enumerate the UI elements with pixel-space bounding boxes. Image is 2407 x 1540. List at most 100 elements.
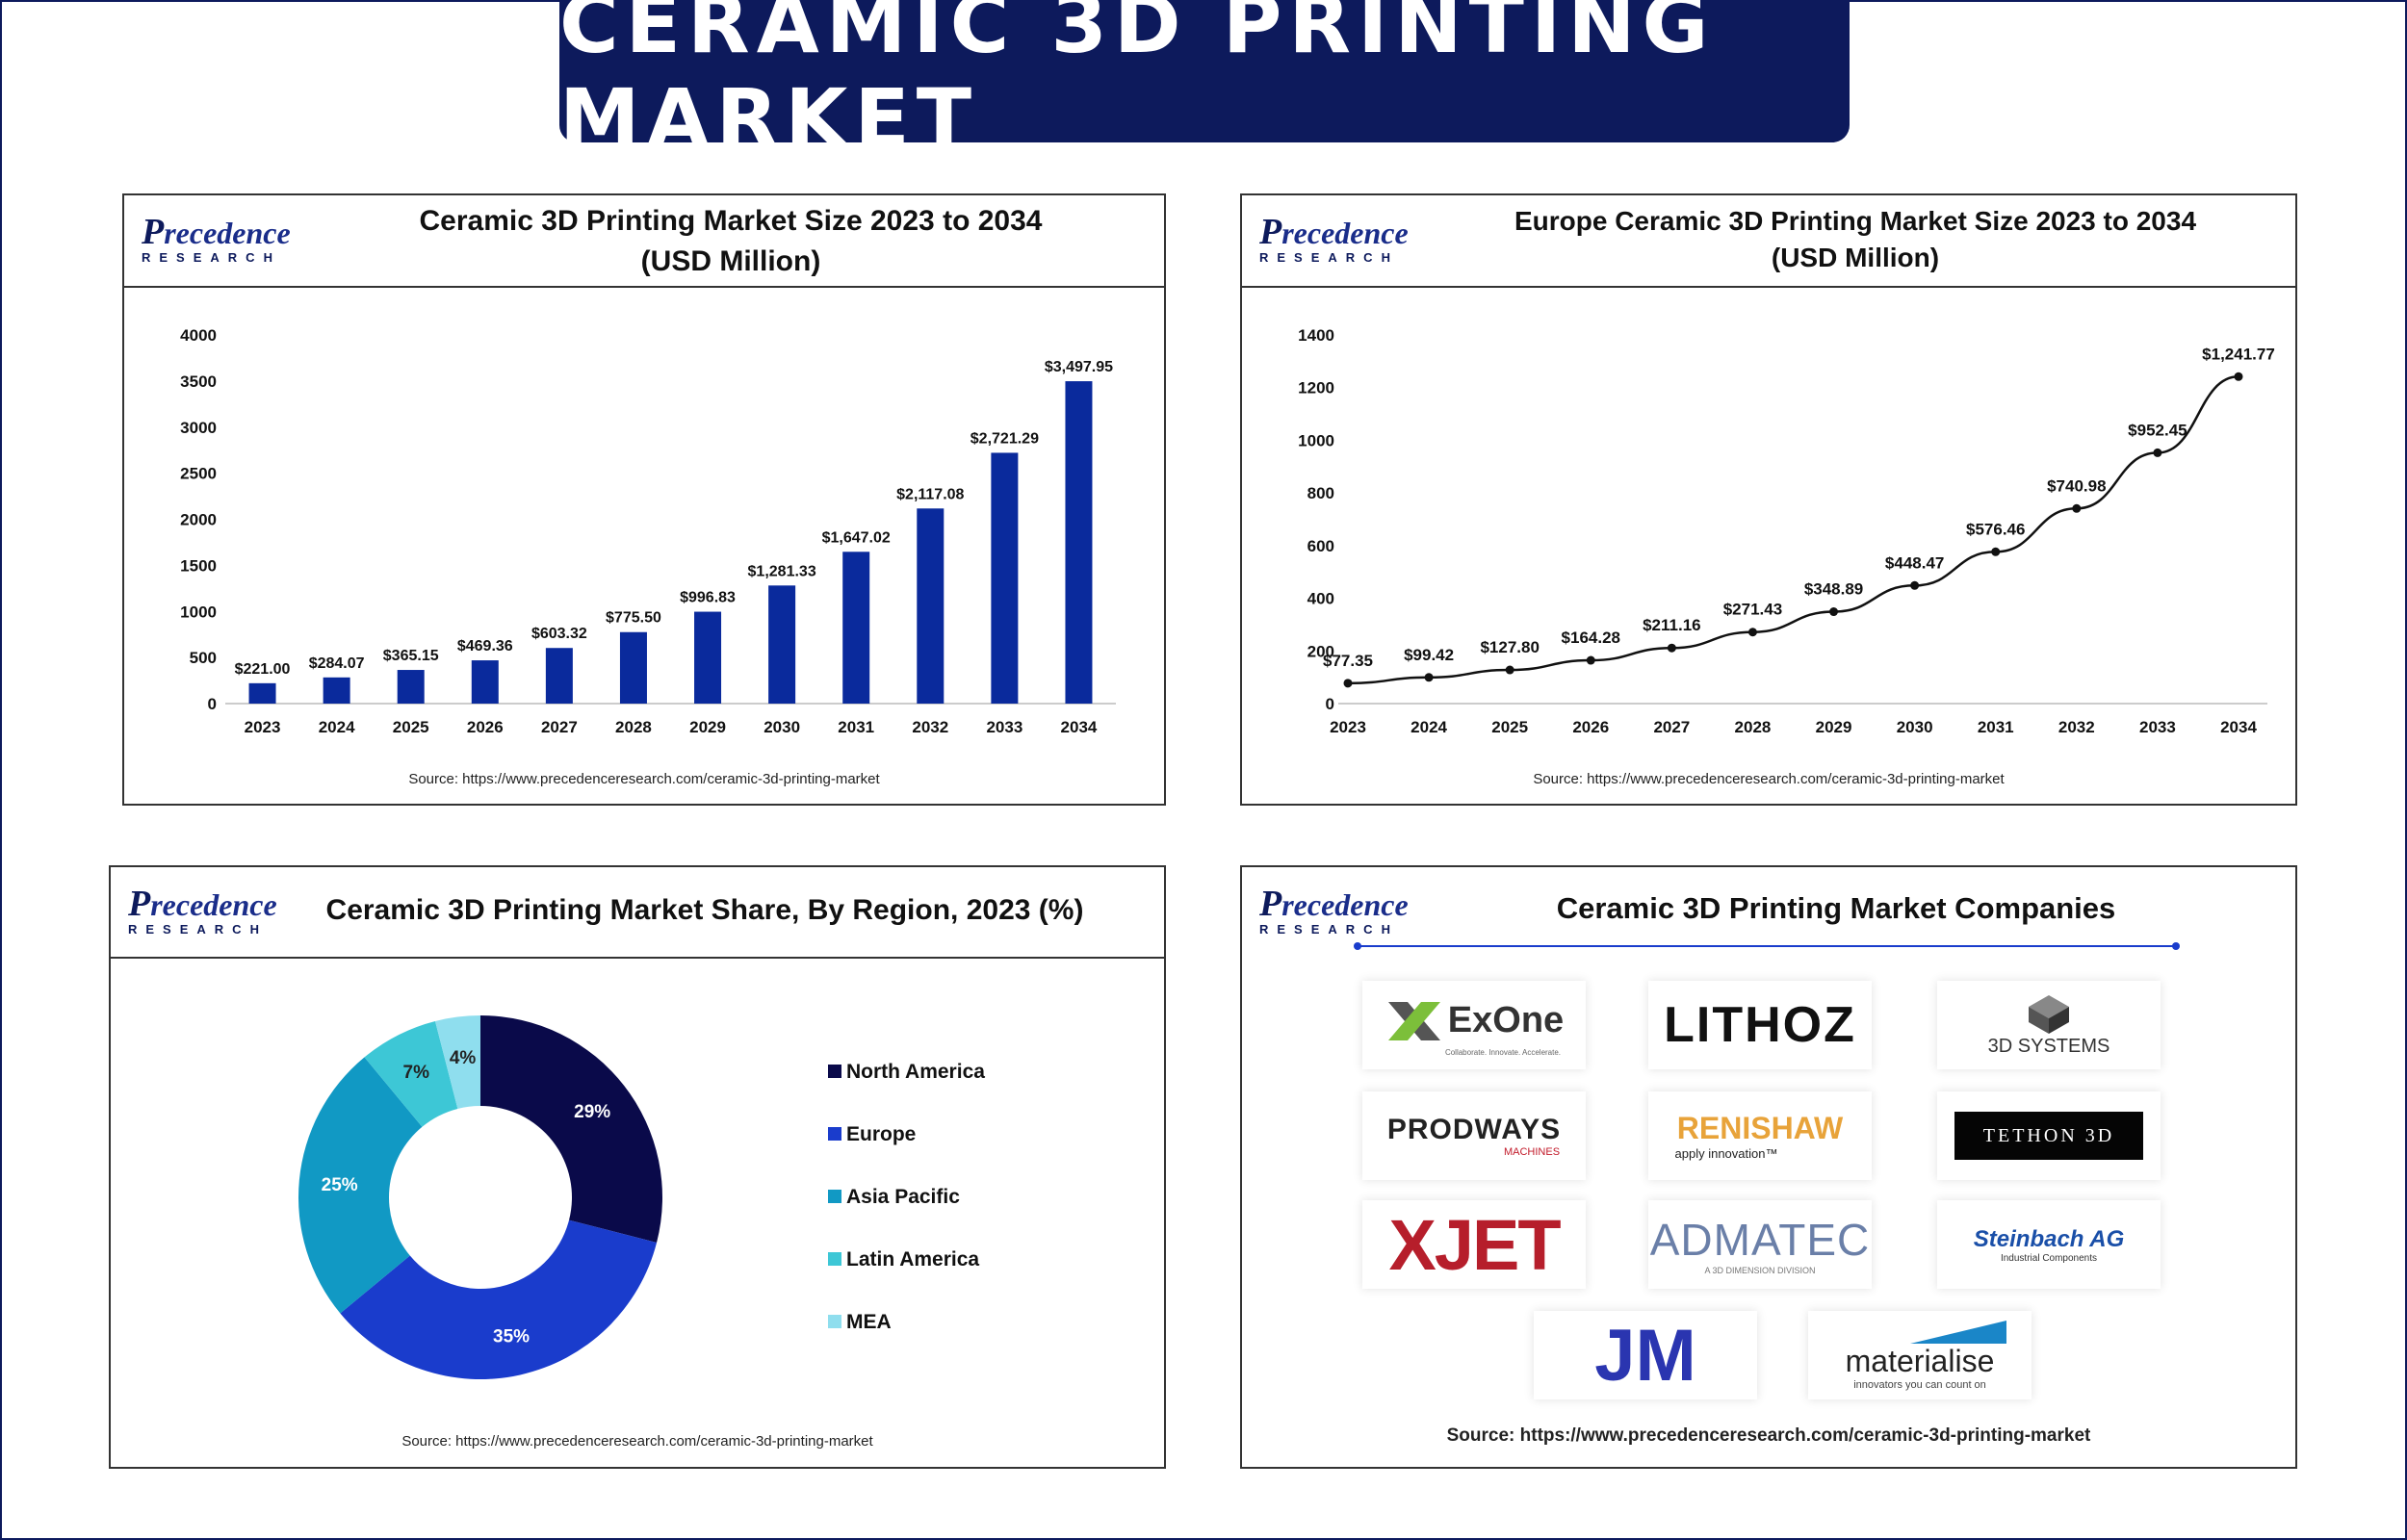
point-value-label: $348.89 <box>1804 580 1863 599</box>
data-point <box>1910 580 1920 590</box>
exone-x-icon <box>1387 1001 1440 1040</box>
donut-slice <box>298 1057 423 1314</box>
slice-label: 7% <box>403 1063 430 1083</box>
company-logo-exone: ExOne Collaborate. Innovate. Accelerate. <box>1362 981 1586 1069</box>
bar <box>248 682 276 704</box>
y-tick-label: 0 <box>208 695 217 713</box>
y-tick-label: 1500 <box>180 556 217 575</box>
chart-source: Source: https://www.precedenceresearch.c… <box>408 771 880 787</box>
point-value-label: $576.46 <box>1966 520 2025 538</box>
bar <box>545 648 573 704</box>
region-donut-chart: 29% 35% 25% 7% 4% North America Europe Asia Pac… <box>298 1015 985 1379</box>
y-tick-label: 2000 <box>180 511 217 529</box>
bar <box>768 585 796 704</box>
y-tick-label: 800 <box>1307 484 1334 502</box>
precedence-logo: Precedence RESEARCH <box>1259 884 1409 937</box>
x-tick-label: 2028 <box>1735 718 1772 736</box>
slice-label: 35% <box>493 1326 530 1347</box>
bar-value-label: $2,721.29 <box>971 430 1039 447</box>
precedence-logo: Precedence RESEARCH <box>128 884 277 937</box>
donut-slice <box>340 1219 658 1379</box>
y-tick-label: 600 <box>1307 537 1334 555</box>
market-size-bar-chart: 0 500 1000 1500 2000 2500 3000 3500 4000 $221.00 2… <box>180 326 1116 736</box>
company-logo-renishaw: RENISHAW apply innovation™ <box>1648 1091 1872 1180</box>
data-point <box>1667 643 1676 653</box>
x-tick-label: 2025 <box>393 718 429 736</box>
donut-slice <box>480 1015 662 1244</box>
x-tick-label: 2031 <box>838 718 874 736</box>
panel-title-line2: (USD Million) <box>1771 243 1940 272</box>
panel-header: Precedence RESEARCH Ceramic 3D Printing … <box>111 867 1164 959</box>
x-tick-label: 2033 <box>2139 718 2176 736</box>
data-point <box>2072 503 2082 513</box>
panel-title: Europe Ceramic 3D Printing Market Size 2… <box>1415 203 2295 276</box>
legend-swatch <box>828 1190 841 1203</box>
data-point <box>1424 673 1434 682</box>
legend-label: MEA <box>846 1311 892 1333</box>
point-value-label: $127.80 <box>1480 638 1539 656</box>
slice-label: 4% <box>450 1048 477 1068</box>
company-logo-prodways: PRODWAYS MACHINES <box>1362 1091 1586 1180</box>
x-tick-label: 2024 <box>1411 718 1447 736</box>
bar-value-label: $2,117.08 <box>896 486 964 502</box>
legend-label: Asia Pacific <box>846 1186 960 1208</box>
x-tick-label: 2026 <box>1572 718 1609 736</box>
x-tick-label: 2027 <box>541 718 578 736</box>
data-point <box>1586 655 1595 665</box>
x-tick-label: 2034 <box>2220 718 2257 736</box>
bar-value-label: $603.32 <box>531 626 587 642</box>
bar-value-label: $1,647.02 <box>822 529 891 546</box>
point-value-label: $77.35 <box>1323 652 1373 670</box>
donut-slice <box>364 1020 458 1127</box>
companies-panel: Precedence RESEARCH Ceramic 3D Printing … <box>1240 865 2297 1469</box>
y-tick-label: 1000 <box>180 603 217 621</box>
panel-title-line1: Ceramic 3D Printing Market Size 2023 to … <box>419 205 1043 237</box>
company-logo-steinbach: Steinbach AG Industrial Components <box>1937 1200 2161 1289</box>
x-tick-label: 2028 <box>615 718 652 736</box>
data-point <box>1747 628 1757 637</box>
x-tick-label: 2024 <box>319 718 355 736</box>
precedence-logo: Precedence RESEARCH <box>1259 212 1409 265</box>
bar <box>471 660 499 704</box>
bar <box>991 452 1019 704</box>
legend-swatch <box>828 1065 841 1078</box>
panel-title: Ceramic 3D Printing Market Companies <box>1556 891 2116 925</box>
point-value-label: $164.28 <box>1562 629 1620 647</box>
panel-title: Ceramic 3D Printing Market Size 2023 to … <box>298 201 1164 282</box>
x-tick-label: 2026 <box>467 718 504 736</box>
x-tick-label: 2023 <box>1330 718 1366 736</box>
chart-source: Source: https://www.precedenceresearch.c… <box>1533 771 2005 787</box>
x-tick-label: 2025 <box>1491 718 1528 736</box>
x-tick-label: 2031 <box>1978 718 2014 736</box>
bar-value-label: $365.15 <box>383 648 439 664</box>
bar-value-label: $469.36 <box>457 638 513 654</box>
x-tick-label: 2029 <box>689 718 726 736</box>
y-tick-label: 400 <box>1307 590 1334 608</box>
y-tick-label: 0 <box>1326 695 1334 713</box>
underline-dot-right <box>2172 942 2180 950</box>
bar-value-label: $775.50 <box>606 610 661 627</box>
bar <box>917 508 945 704</box>
y-tick-label: 200 <box>1307 642 1334 660</box>
legend-swatch <box>828 1315 841 1328</box>
company-logo-jm: JM <box>1534 1311 1757 1399</box>
data-point <box>1991 547 2001 556</box>
market-size-panel: Precedence RESEARCH Ceramic 3D Printing … <box>122 193 1166 806</box>
data-point <box>1505 665 1514 675</box>
data-point <box>1829 607 1839 617</box>
bar <box>842 552 870 704</box>
europe-market-panel: Precedence RESEARCH Europe Ceramic 3D Pr… <box>1240 193 2297 806</box>
x-tick-label: 2032 <box>2058 718 2095 736</box>
company-logo-xjet: XJET <box>1362 1200 1586 1289</box>
chart-source: Source: https://www.precedenceresearch.c… <box>1446 1425 2091 1446</box>
point-value-label: $448.47 <box>1885 553 1944 572</box>
legend-label: Latin America <box>846 1248 979 1270</box>
panel-title: Ceramic 3D Printing Market Share, By Reg… <box>325 894 1084 926</box>
point-value-label: $99.42 <box>1404 646 1454 664</box>
bar-value-label: $996.83 <box>680 590 736 606</box>
x-tick-label: 2023 <box>245 718 281 736</box>
3d-systems-cube-icon <box>2029 994 2069 1034</box>
x-tick-label: 2029 <box>1816 718 1852 736</box>
point-value-label: $271.43 <box>1723 601 1782 619</box>
x-tick-label: 2030 <box>1897 718 1933 736</box>
